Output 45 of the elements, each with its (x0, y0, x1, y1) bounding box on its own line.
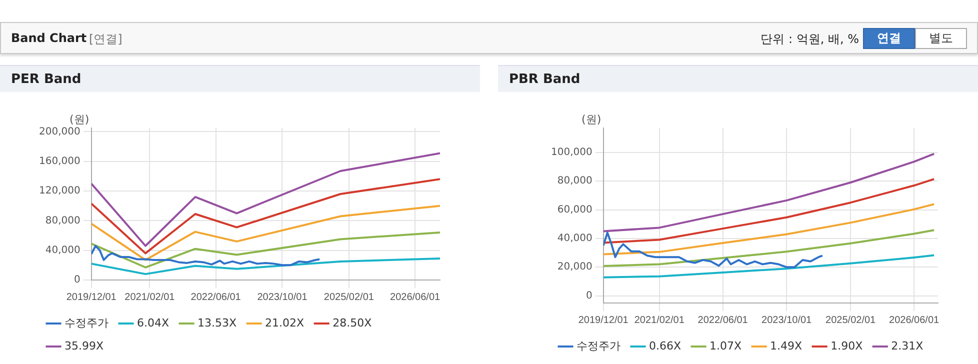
x-tick-label: 2021/02/01 (124, 292, 176, 303)
legend-label: 35.99X (64, 339, 104, 352)
legend-label: 수정주가 (576, 339, 620, 352)
y-tick-label: 40,000 (45, 244, 80, 256)
y-tick-label: 20,000 (557, 262, 592, 273)
text: Band Chart (11, 31, 87, 45)
y-tick-label: 120,000 (38, 186, 80, 197)
x-tick-label: 2026/06/01 (889, 314, 940, 326)
y-tick-label: 60,000 (557, 204, 592, 216)
x-tick-label: 2022/06/01 (190, 292, 242, 303)
x-tick-label: 2025/02/01 (826, 314, 876, 326)
chart-title: PER Band (0, 65, 480, 92)
y-tick-label: 200,000 (38, 126, 80, 138)
x-tick-label: 2023/10/01 (257, 292, 308, 303)
legend-label: 28.50X (332, 316, 372, 330)
legend-label: 21.02X (265, 316, 305, 330)
legend-label: 1.49X (770, 339, 803, 352)
y-tick-label: 0 (586, 290, 592, 302)
x-tick-label: 2025/02/01 (324, 292, 374, 303)
y-tick-label: 80,000 (557, 176, 592, 187)
legend-label: 수정주가 (64, 316, 108, 330)
legend-label: 13.53X (198, 316, 238, 330)
y-tick-label: 160,000 (38, 156, 80, 167)
toggle-button: 연결 (863, 28, 915, 49)
legend-label: 1.90X (830, 339, 864, 352)
y-axis-title: (원) (582, 112, 602, 126)
legend-label: 6.04X (137, 316, 170, 330)
y-tick-label: 40,000 (557, 233, 592, 244)
x-tick-label: 2019/12/01 (578, 314, 629, 326)
x-tick-label: 2019/12/01 (66, 292, 117, 303)
legend-label: 0.66X (649, 339, 682, 352)
x-tick-label: 2021/02/01 (634, 314, 685, 326)
text: 단위 : 억원, 배, % (760, 31, 859, 48)
y-tick-label: 100,000 (550, 146, 592, 158)
y-tick-label: 80,000 (45, 215, 80, 226)
legend-label: 1.07X (710, 339, 742, 352)
text: [연결] (89, 31, 122, 48)
chart-title: PBR Band (498, 65, 978, 92)
legend-label: 2.31X (891, 339, 924, 352)
y-axis-title: (원) (70, 112, 90, 126)
x-tick-label: 2026/06/01 (390, 292, 441, 303)
toggle-button: 별도 (915, 28, 967, 49)
x-tick-label: 2022/06/01 (698, 314, 748, 326)
x-tick-label: 2023/10/01 (762, 314, 812, 326)
y-tick-label: 0 (74, 274, 80, 286)
